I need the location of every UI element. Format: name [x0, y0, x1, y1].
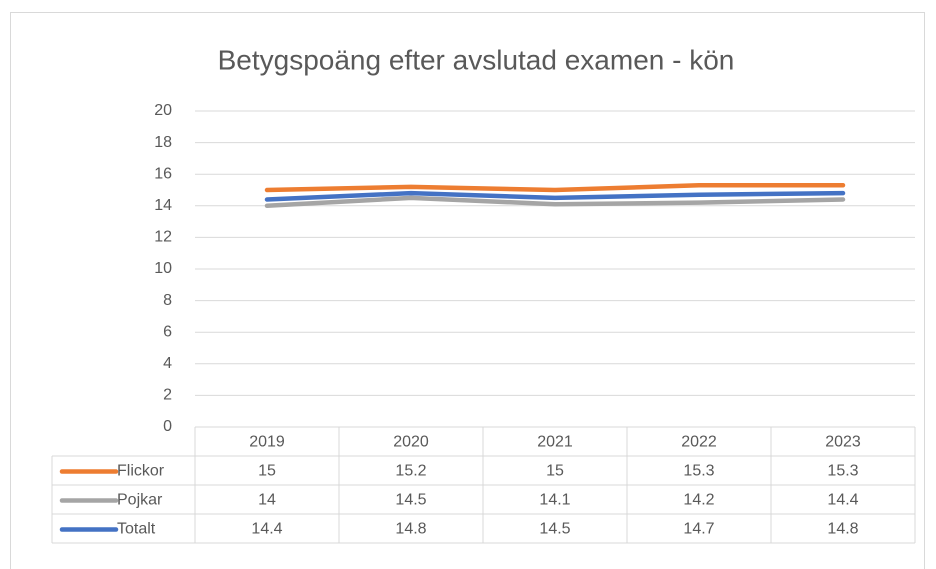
y-tick-label: 14 — [154, 197, 172, 214]
y-tick-label: 18 — [154, 134, 172, 151]
y-tick-label: 0 — [163, 418, 172, 435]
x-tick-label: 2022 — [681, 434, 717, 451]
x-tick-label: 2023 — [825, 434, 861, 451]
table-value: 14.7 — [683, 521, 714, 538]
legend-label: Totalt — [117, 521, 156, 538]
y-tick-label: 6 — [163, 323, 172, 340]
series-line — [264, 195, 846, 209]
y-tick-label: 16 — [154, 165, 172, 182]
table-value: 14.8 — [395, 521, 426, 538]
table-value: 15.3 — [827, 463, 858, 480]
table-value: 14.1 — [539, 492, 570, 509]
x-tick-label: 2019 — [249, 434, 285, 451]
table-value: 14 — [258, 492, 276, 509]
table-value: 14.4 — [251, 521, 282, 538]
table-value: 14.4 — [827, 492, 858, 509]
y-tick-label: 8 — [163, 292, 172, 309]
y-tick-label: 2 — [163, 387, 172, 404]
y-tick-label: 10 — [154, 260, 172, 277]
table-value: 15 — [258, 463, 276, 480]
table-value: 14.5 — [395, 492, 426, 509]
legend-label: Pojkar — [117, 492, 163, 509]
table-value: 15 — [546, 463, 564, 480]
x-tick-label: 2021 — [537, 434, 573, 451]
table-value: 15.3 — [683, 463, 714, 480]
y-tick-label: 12 — [154, 229, 172, 246]
y-tick-label: 20 — [154, 102, 172, 119]
series-line — [264, 190, 846, 202]
y-tick-label: 4 — [163, 355, 172, 372]
x-tick-label: 2020 — [393, 434, 429, 451]
table-value: 14.2 — [683, 492, 714, 509]
table-value: 14.5 — [539, 521, 570, 538]
table-value: 15.2 — [395, 463, 426, 480]
chart-title: Betygspoäng efter avslutad examen - kön — [218, 44, 735, 75]
table-value: 14.8 — [827, 521, 858, 538]
legend-label: Flickor — [117, 463, 165, 480]
series-line — [264, 183, 846, 193]
chart-border — [10, 12, 925, 569]
